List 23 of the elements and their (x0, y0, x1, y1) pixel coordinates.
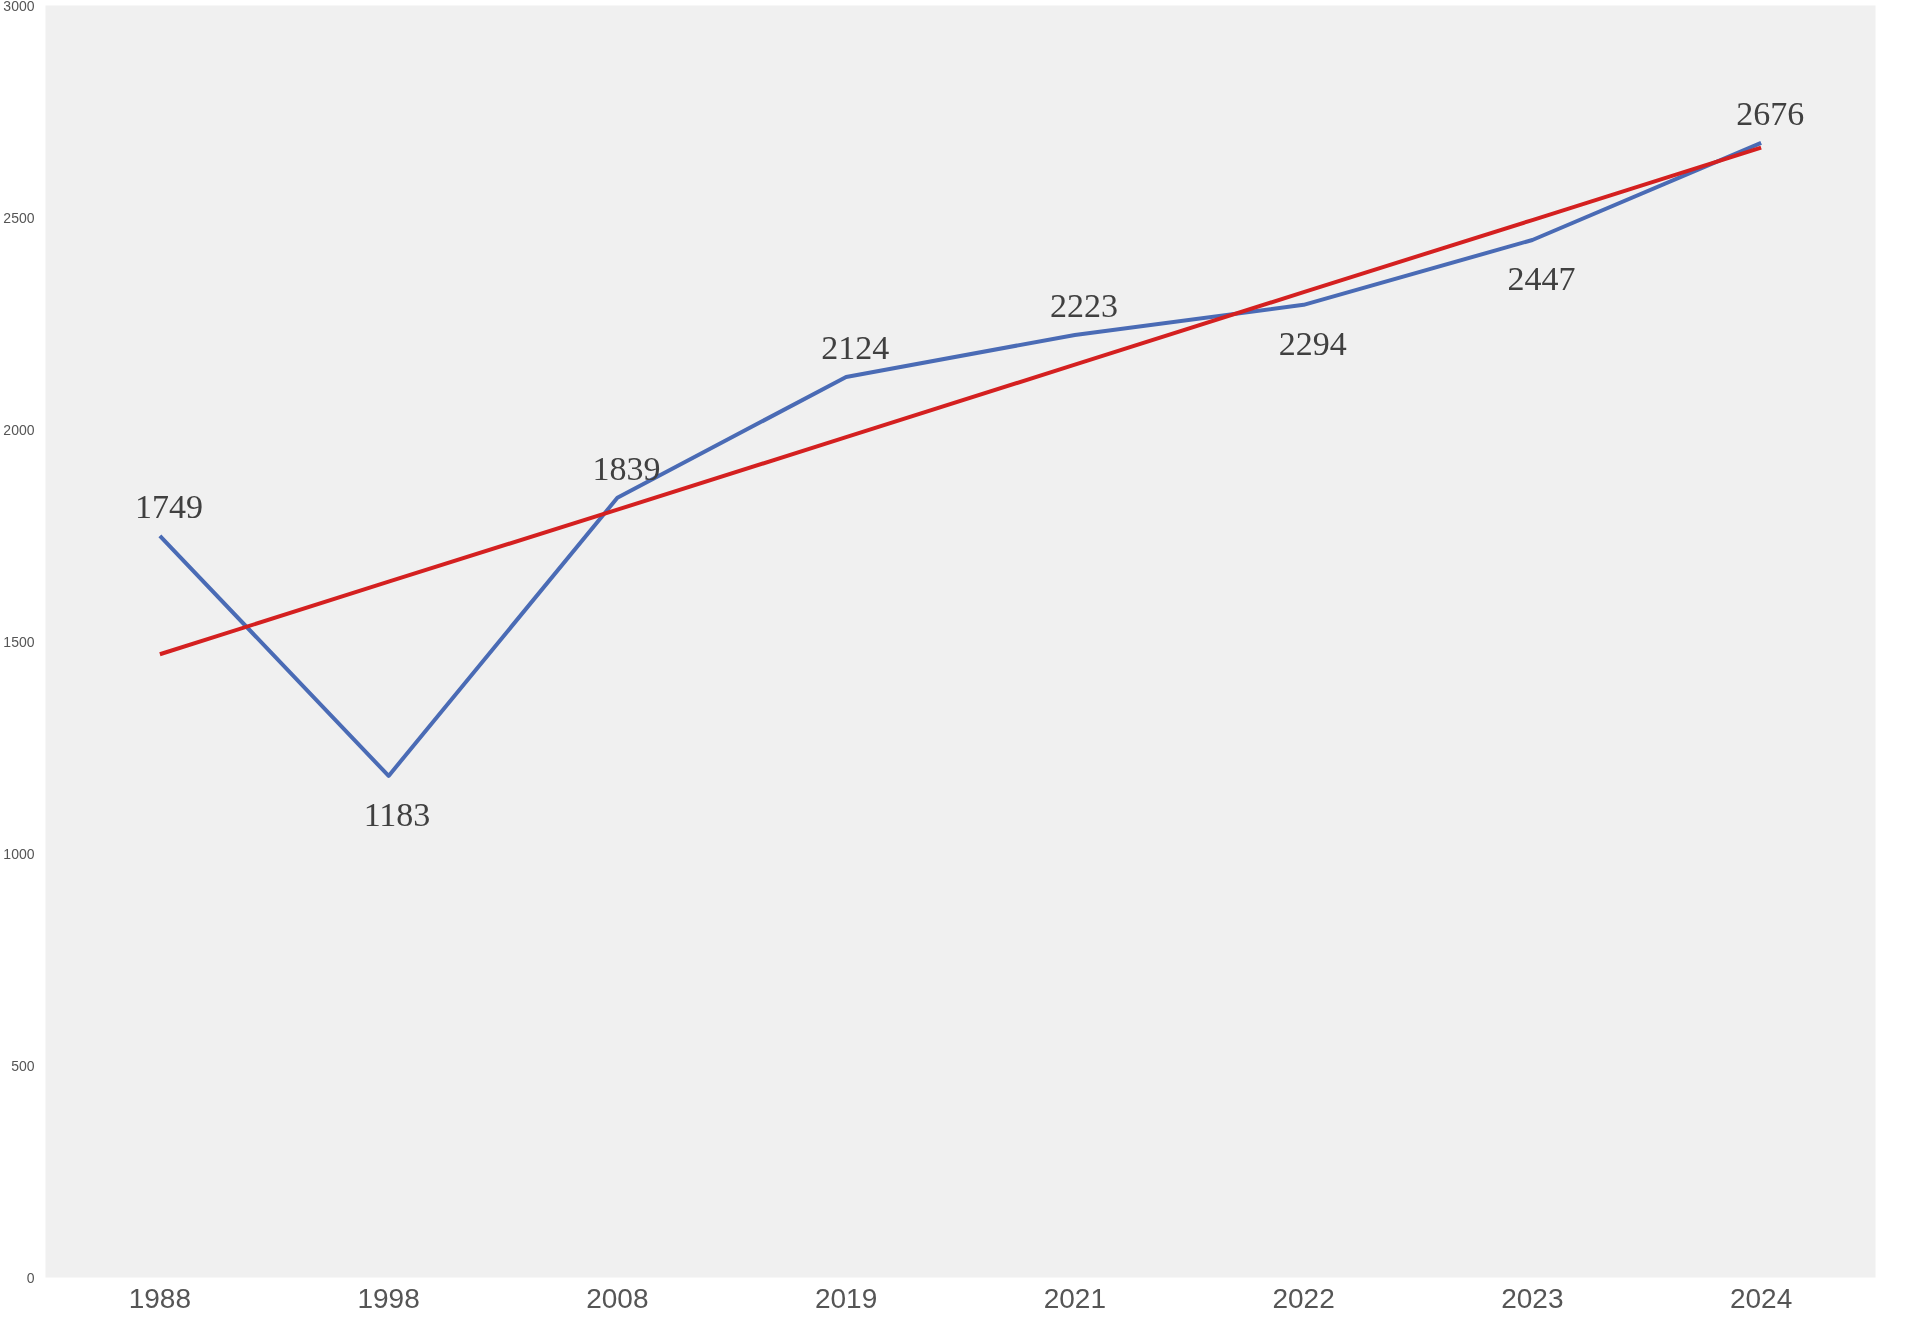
data-label: 2223 (1049, 286, 1118, 324)
x-tick-label: 2024 (1729, 1282, 1793, 1314)
y-tick-label: 3000 (3, 0, 35, 14)
data-label: 2447 (1507, 259, 1576, 297)
y-tick-label: 1500 (3, 633, 35, 650)
data-label: 1839 (592, 449, 661, 487)
y-tick-label: 2500 (3, 209, 35, 226)
x-tick-label: 1998 (357, 1282, 420, 1314)
x-tick-label: 2008 (586, 1282, 649, 1314)
y-tick-label: 2000 (3, 421, 35, 438)
x-tick-label: 2023 (1501, 1282, 1564, 1314)
x-tick-label: 2019 (814, 1282, 878, 1314)
data-label: 2676 (1736, 94, 1805, 132)
y-tick-label: 0 (26, 1269, 35, 1286)
x-tick-label: 2022 (1272, 1282, 1335, 1314)
y-tick-label: 1000 (3, 845, 35, 862)
data-label: 1183 (363, 795, 431, 833)
data-label: 1749 (134, 487, 203, 525)
x-tick-label: 1988 (128, 1282, 192, 1314)
data-label: 2124 (821, 328, 890, 366)
y-tick-label: 500 (11, 1057, 35, 1074)
data-label: 2294 (1278, 324, 1347, 362)
x-tick-label: 2021 (1043, 1282, 1107, 1314)
